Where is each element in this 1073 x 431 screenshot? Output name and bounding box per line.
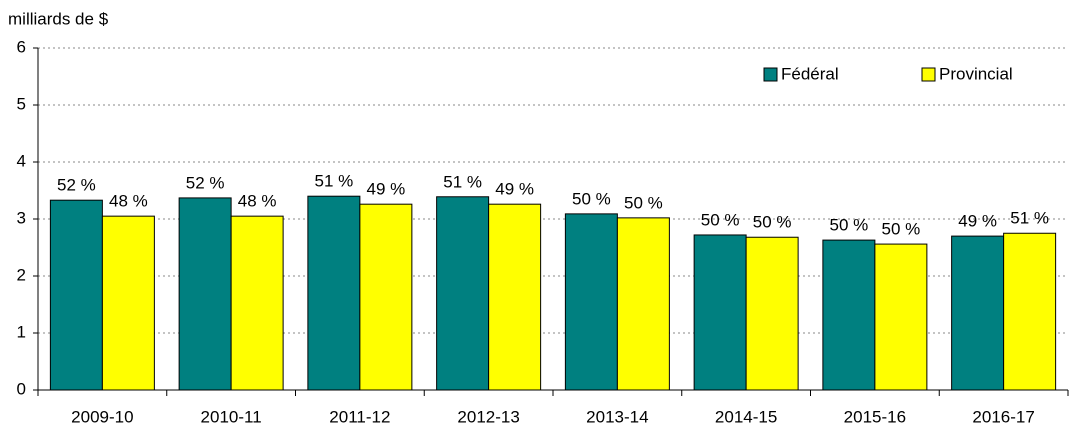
legend-label: Fédéral [781, 64, 839, 83]
y-axis-label: milliards de $ [8, 9, 109, 28]
y-tick-label: 4 [17, 151, 26, 170]
bar [693, 234, 747, 391]
data-label: 49 % [958, 212, 997, 231]
data-label: 50 % [753, 213, 792, 232]
bar [178, 197, 232, 391]
x-tick-label: 2014-15 [715, 407, 777, 426]
data-label: 51 % [315, 172, 354, 191]
data-label: 50 % [624, 193, 663, 212]
data-label: 52 % [186, 173, 225, 192]
data-label: 50 % [572, 189, 611, 208]
x-tick-label: 2009-10 [71, 407, 133, 426]
x-tick-label: 2013-14 [586, 407, 648, 426]
data-label: 51 % [1010, 209, 1049, 228]
bar [564, 213, 618, 391]
data-label: 50 % [882, 220, 921, 239]
y-tick-label: 6 [17, 37, 26, 56]
bar [49, 199, 103, 391]
x-tick-label: 2011-12 [329, 407, 390, 426]
data-label: 50 % [830, 216, 869, 235]
data-label: 48 % [109, 192, 148, 211]
x-tick-label: 2010-11 [201, 407, 262, 426]
y-tick-label: 5 [17, 94, 26, 113]
bar [616, 217, 670, 391]
bar [230, 215, 284, 391]
y-tick-label: 2 [17, 265, 26, 284]
data-label: 51 % [443, 172, 482, 191]
y-tick-label: 3 [17, 208, 26, 227]
bar [874, 243, 928, 391]
bar [307, 195, 361, 391]
legend-swatch [763, 67, 778, 82]
data-label: 50 % [701, 210, 740, 229]
data-label: 49 % [495, 180, 534, 199]
bar [101, 215, 155, 391]
bar [488, 203, 542, 391]
bar [951, 235, 1005, 391]
bar [745, 236, 799, 391]
data-label: 52 % [57, 176, 96, 195]
bar [1003, 232, 1057, 391]
data-label: 49 % [367, 180, 406, 199]
legend-swatch [921, 67, 936, 82]
x-tick-label: 2016-17 [972, 407, 1034, 426]
x-tick-label: 2015-16 [844, 407, 906, 426]
data-label: 48 % [238, 192, 277, 211]
bar [359, 203, 413, 391]
bar [822, 239, 876, 391]
bar [436, 196, 490, 391]
x-tick-label: 2012-13 [457, 407, 519, 426]
y-tick-label: 0 [17, 379, 26, 398]
legend-label: Provincial [939, 64, 1013, 83]
y-tick-label: 1 [17, 322, 26, 341]
